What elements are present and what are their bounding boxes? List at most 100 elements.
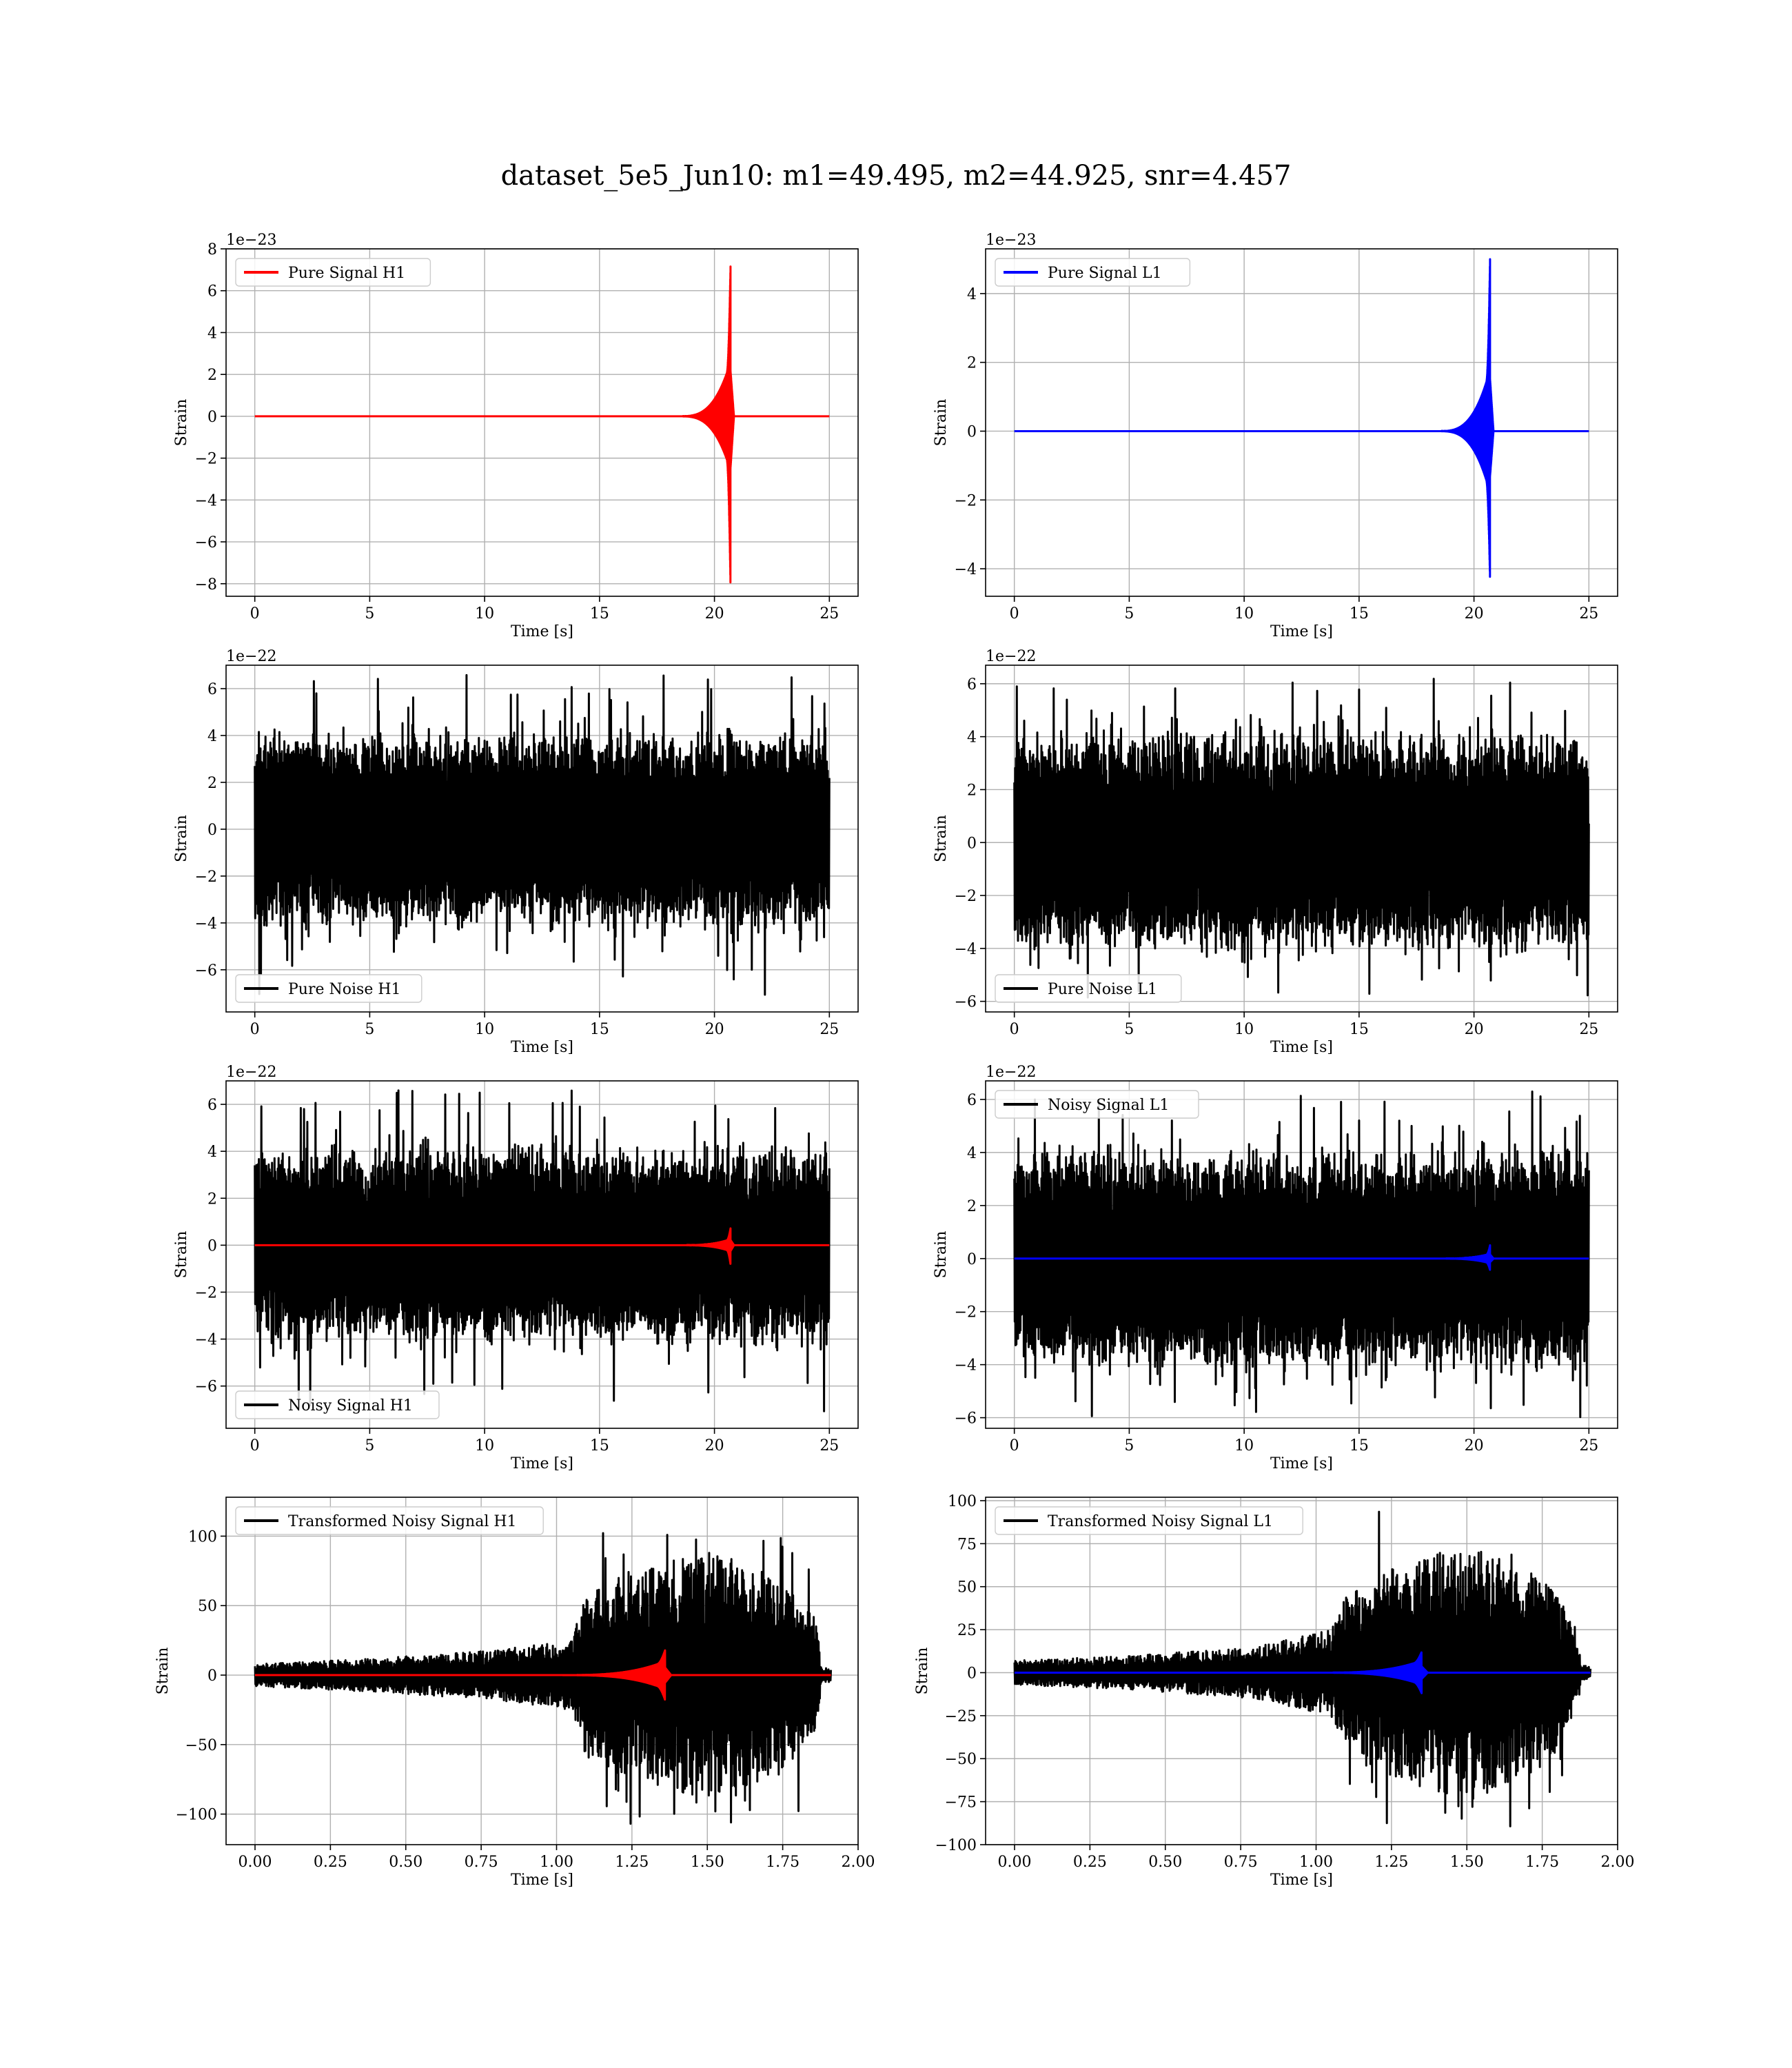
x-ticks: 0 5 10 15 20 25 — [250, 1428, 839, 1454]
l1-pure-noise-subplot: 0 5 10 15 20 25 −6 −4 −2 0 2 4 6 1e−22 Time [s] Strain P… — [933, 648, 1618, 1056]
x-ticks: 0 5 10 15 20 25 — [250, 1012, 839, 1038]
l1-pure-signal-subplot: 0 5 10 15 20 25 −4 −2 0 2 4 1e−23 Time [s] Strain Pure… — [933, 232, 1618, 640]
x-tick-label: 0.50 — [1148, 1854, 1182, 1871]
y-axis-label: Strain — [173, 399, 190, 447]
x-tick-label: 1.75 — [766, 1854, 800, 1871]
legend-box — [235, 258, 431, 287]
x-tick-label: 0.00 — [238, 1854, 272, 1871]
y-tick-label: −4 — [195, 1332, 217, 1349]
y-tick-label: −2 — [955, 492, 977, 509]
y-tick-label: 0 — [207, 409, 217, 426]
x-tick-label: 15 — [590, 1437, 609, 1454]
legend-label: Pure Noise L1 — [1048, 981, 1157, 998]
legend-label: Pure Noise H1 — [288, 981, 401, 998]
x-tick-label: 25 — [1579, 605, 1598, 622]
y-tick-label: 0 — [967, 423, 977, 440]
y-axis-label: Strain — [933, 1231, 950, 1279]
y-ticks: −6 −4 −2 0 2 4 6 — [195, 681, 226, 980]
y-tick-label: −2 — [955, 888, 977, 905]
x-axis-label: Time [s] — [1270, 1455, 1333, 1472]
y-tick-label: 2 — [207, 367, 217, 384]
x-tick-label: 0.25 — [1073, 1854, 1107, 1871]
noise-trace — [254, 673, 831, 996]
x-tick-label: 20 — [705, 1021, 724, 1038]
legend: Pure Noise H1 — [235, 974, 422, 1003]
y-tick-label: −6 — [955, 1410, 977, 1428]
x-tick-label: 10 — [475, 1021, 494, 1038]
y-tick-label: 0 — [207, 1237, 217, 1255]
x-tick-label: 0 — [250, 1021, 260, 1038]
x-axis-label: Time [s] — [511, 623, 573, 640]
y-ticks: −8 −6 −4 −2 0 2 4 6 8 — [195, 241, 226, 594]
x-ticks: 0 5 10 15 20 25 — [250, 596, 839, 622]
axes-frame — [225, 248, 859, 597]
y-ticks: −6 −4 −2 0 2 4 6 — [955, 1092, 986, 1428]
y-tick-label: −50 — [185, 1737, 217, 1754]
y-tick-label: −4 — [955, 1357, 977, 1375]
legend: Transformed Noisy Signal L1 — [995, 1506, 1303, 1535]
h1-transformed-subplot: 0.00 0.25 0.50 0.75 1.00 1.25 1.50 1.75 2.00 −100… — [154, 1497, 875, 1889]
axes-frame — [985, 1080, 1618, 1429]
y-tick-label: 0 — [967, 1251, 977, 1268]
x-tick-label: 20 — [1465, 1437, 1484, 1454]
signal-trace — [1015, 1651, 1591, 1694]
x-tick-label: 0 — [250, 605, 260, 622]
y-tick-label: 2 — [967, 355, 977, 372]
offset-label: 1e−22 — [226, 1064, 276, 1081]
y-tick-label: 100 — [948, 1493, 977, 1510]
x-tick-label: 0 — [1010, 605, 1019, 622]
legend-box — [995, 974, 1182, 1003]
axes-frame — [985, 665, 1618, 1013]
y-tick-label: 6 — [207, 283, 217, 301]
x-tick-label: 20 — [705, 1437, 724, 1454]
y-tick-label: 4 — [967, 1145, 977, 1162]
y-tick-label: −50 — [945, 1751, 977, 1768]
offset-label: 1e−23 — [986, 232, 1036, 249]
x-tick-label: 1.25 — [615, 1854, 649, 1871]
x-tick-label: 5 — [365, 605, 374, 622]
y-tick-label: 50 — [198, 1598, 217, 1615]
x-axis-label: Time [s] — [1270, 623, 1333, 640]
y-axis-label: Strain — [154, 1648, 172, 1695]
legend-label: Noisy Signal H1 — [288, 1397, 413, 1415]
y-tick-label: −6 — [195, 534, 217, 551]
y-axis-label: Strain — [173, 1231, 190, 1279]
x-axis-label: Time [s] — [511, 1455, 573, 1472]
x-tick-label: 15 — [1350, 1437, 1369, 1454]
signal-trace — [254, 1227, 830, 1265]
x-tick-label: 0 — [1010, 1021, 1019, 1038]
x-tick-label: 0.75 — [1224, 1854, 1258, 1871]
y-tick-label: 4 — [967, 729, 977, 747]
x-ticks: 0.00 0.25 0.50 0.75 1.00 1.25 1.50 1.75 2.00 — [238, 1845, 875, 1871]
x-tick-label: 1.75 — [1525, 1854, 1559, 1871]
legend-box — [995, 1506, 1303, 1535]
x-tick-label: 20 — [1465, 605, 1484, 622]
y-tick-label: 2 — [967, 1198, 977, 1215]
plot-area — [254, 1089, 831, 1412]
h1-noisy-signal-subplot: 0 5 10 15 20 25 −6 −4 −2 0 2 4 6 1e−22 Time [s] Strain N… — [173, 1064, 859, 1472]
y-ticks: −100 −50 0 50 100 — [176, 1528, 226, 1824]
x-tick-label: 10 — [475, 1437, 494, 1454]
x-ticks: 0.00 0.25 0.50 0.75 1.00 1.25 1.50 1.75 2.00 — [998, 1845, 1635, 1871]
y-tick-label: −6 — [955, 994, 977, 1011]
l1-transformed-subplot: 0.00 0.25 0.50 0.75 1.00 1.25 1.50 1.75 2.00 −100… — [914, 1493, 1634, 1889]
y-tick-label: −2 — [195, 869, 217, 886]
x-tick-label: 25 — [819, 1437, 839, 1454]
y-tick-label: 6 — [207, 1097, 217, 1114]
plot-area — [254, 1532, 833, 1825]
grid-lines — [226, 248, 858, 596]
y-axis-label: Strain — [933, 815, 950, 862]
y-tick-label: 0 — [207, 822, 217, 839]
y-tick-label: 2 — [207, 1190, 217, 1208]
axes-frame — [225, 665, 859, 1013]
x-tick-label: 2.00 — [842, 1854, 875, 1871]
signal-trace — [1014, 1244, 1589, 1271]
x-tick-label: 2.00 — [1601, 1854, 1635, 1871]
legend-label: Transformed Noisy Signal L1 — [1048, 1513, 1273, 1530]
transformed-noise-trace — [1013, 1510, 1592, 1827]
y-axis-label: Strain — [914, 1648, 931, 1695]
x-tick-label: 5 — [1124, 605, 1134, 622]
y-tick-label: 8 — [207, 241, 217, 258]
